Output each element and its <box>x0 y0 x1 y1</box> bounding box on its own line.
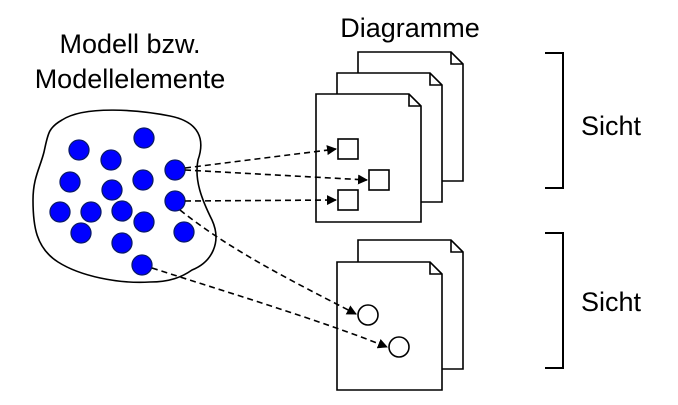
model-element-dot <box>132 169 154 191</box>
mapping-arrow <box>184 169 368 185</box>
model-element-dot <box>100 149 122 171</box>
view-brace-top <box>545 52 564 189</box>
diagrams-title: Diagramme <box>340 13 480 43</box>
model-element-dot <box>111 200 133 222</box>
diagram-circle-node <box>357 304 379 326</box>
model-element-dot <box>164 190 186 212</box>
model-element-dot <box>111 232 133 254</box>
model-element-dot <box>131 254 153 276</box>
diagram-stack-bottom <box>336 239 464 391</box>
diagram-page-back-fold <box>450 240 463 253</box>
view-label-top: Sicht <box>581 111 642 141</box>
model-element-dot <box>101 179 123 201</box>
model-group: Modell bzw. Modellelemente <box>32 29 226 284</box>
diagram-page-middle-fold <box>429 73 442 86</box>
view-brace-bottom <box>545 232 564 369</box>
mapping-arrows <box>151 145 388 349</box>
view-label-bottom: Sicht <box>581 287 642 317</box>
model-element-dot <box>164 159 186 181</box>
diagram-box-node <box>337 189 359 211</box>
model-element-dot <box>49 201 71 223</box>
diagram-box-node <box>337 138 359 160</box>
model-element-dot <box>59 171 81 193</box>
diagram-page-front <box>336 261 443 391</box>
model-cloud-shape <box>32 109 217 284</box>
model-title-line2: Modellelemente <box>35 64 226 94</box>
mapping-arrow <box>184 195 337 206</box>
diagram-page-front <box>315 93 422 223</box>
mapping-arrow <box>184 145 337 169</box>
diagram-page-front-fold <box>408 94 421 107</box>
diagram-circle-node <box>388 336 410 358</box>
model-element-dot <box>80 201 102 223</box>
model-title-line1: Modell bzw. <box>59 29 200 59</box>
diagram-page-front-fold <box>429 262 442 275</box>
model-element-dot <box>133 127 155 149</box>
model-elements <box>49 127 195 276</box>
model-element-dot <box>70 222 92 244</box>
model-element-dot <box>133 211 155 233</box>
diagram-stack-top <box>315 51 464 223</box>
mapping-arrow <box>179 209 357 315</box>
model-element-dot <box>68 139 90 161</box>
model-element-dot <box>173 221 195 243</box>
diagram-page-back-fold <box>450 52 463 65</box>
mapping-arrow <box>151 267 388 349</box>
diagram-box-node <box>368 169 390 191</box>
